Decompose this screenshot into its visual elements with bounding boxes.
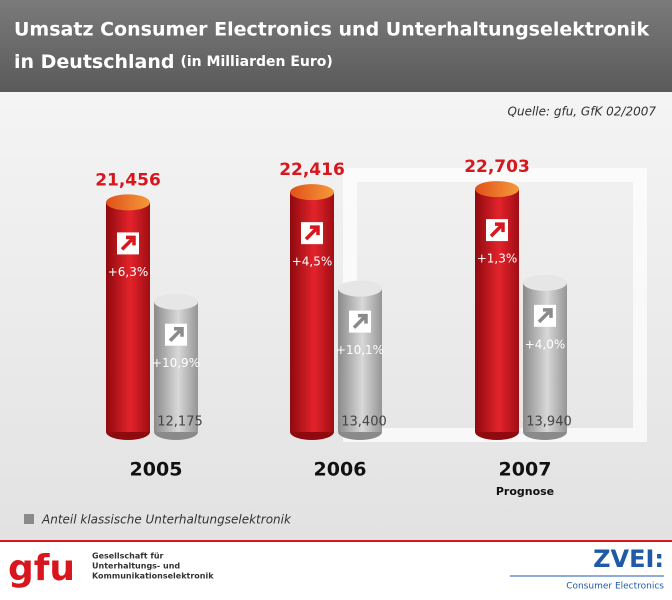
title-line2: in Deutschland [14, 51, 174, 73]
header [0, 0, 672, 92]
arrow-icon [168, 326, 184, 342]
arrow-icon [352, 313, 368, 329]
cylinder-top [154, 293, 198, 310]
value-label: 13,400 [341, 415, 387, 430]
zvei-logo: ZVEI: [593, 545, 664, 573]
legend-label: Anteil klassische Unterhaltungselektroni… [41, 513, 292, 527]
gfu-text: Unterhaltungs- und [92, 562, 180, 571]
growth-label: +10,1% [336, 343, 384, 357]
value-label: 13,940 [526, 415, 572, 430]
cylinder-top [523, 274, 567, 291]
value-label: 22,703 [464, 157, 530, 177]
x-tick-label: 2006 [314, 459, 367, 481]
footer [0, 540, 672, 600]
cylinder-top [338, 280, 382, 297]
title-line: in Deutschland (in Milliarden Euro) [14, 51, 333, 73]
subtitle: (in Milliarden Euro) [180, 54, 332, 70]
source: Quelle: gfu, GfK 02/2007 [508, 105, 657, 119]
cylinder-top [290, 184, 334, 201]
value-label: 21,456 [95, 170, 161, 190]
arrow-icon [120, 235, 136, 251]
growth-label: +10,9% [152, 356, 200, 370]
x-tick-label: 2007 [499, 459, 552, 481]
category-note: Prognose [496, 485, 554, 498]
growth-label: +4,5% [292, 255, 333, 269]
cylinder-top [106, 194, 150, 211]
bar [338, 288, 382, 432]
title: Umsatz Consumer Electronics und Unterhal… [14, 19, 649, 41]
value-label: 22,416 [279, 160, 345, 180]
x-tick-label: 2005 [130, 459, 183, 481]
cylinder-top [475, 181, 519, 198]
value-label: 12,175 [157, 415, 203, 430]
gfu-text: Kommunikationselektronik [92, 572, 214, 581]
growth-label: +4,0% [525, 337, 566, 351]
arrow-icon [537, 308, 553, 324]
gfu-text: Gesellschaft für [92, 552, 164, 561]
growth-label: +1,3% [477, 252, 518, 266]
arrow-icon [304, 225, 320, 241]
legend-swatch [24, 514, 34, 524]
arrow-icon [489, 222, 505, 238]
zvei-sub: Consumer Electronics [566, 582, 664, 592]
bar [154, 301, 198, 432]
growth-label: +6,3% [108, 265, 149, 279]
gfu-logo: gfu [8, 548, 75, 589]
